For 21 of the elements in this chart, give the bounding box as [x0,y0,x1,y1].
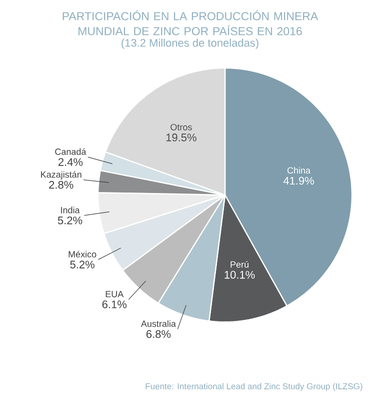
data-label: 2.4% [58,158,83,166]
slice-label: México [68,250,96,258]
source-note: Fuente: International Lead and Zinc Study Group (ILZSG) [146,383,362,391]
data-label: 2.8% [49,180,74,189]
slice-label: India [61,206,80,214]
data-label: 41.9% [283,176,314,185]
slice-label: China [287,167,310,174]
slice-label: Canadá [55,148,86,155]
data-label: 5.2% [58,216,82,224]
chart-title: PARTICIPACIÓN EN LA PRODUCCIÓN MINERA MUNDIAL DE ZINC POR PAÍSES EN 2016 [62,10,318,36]
slice-label: EUA [106,290,124,298]
data-label: 6.8% [146,330,171,338]
data-label: 6.1% [102,300,127,308]
data-label: 19.5% [166,134,196,142]
slice-label: Perú [230,260,248,268]
data-label: 5.2% [70,260,94,268]
slice-label: Australia [140,320,176,327]
data-label: 10.1% [224,270,255,279]
slice-label: Otros [170,124,192,130]
slice-label: Kazajistán [41,170,82,180]
chart-subtitle: (13.2 Millones de toneladas) [122,38,258,49]
